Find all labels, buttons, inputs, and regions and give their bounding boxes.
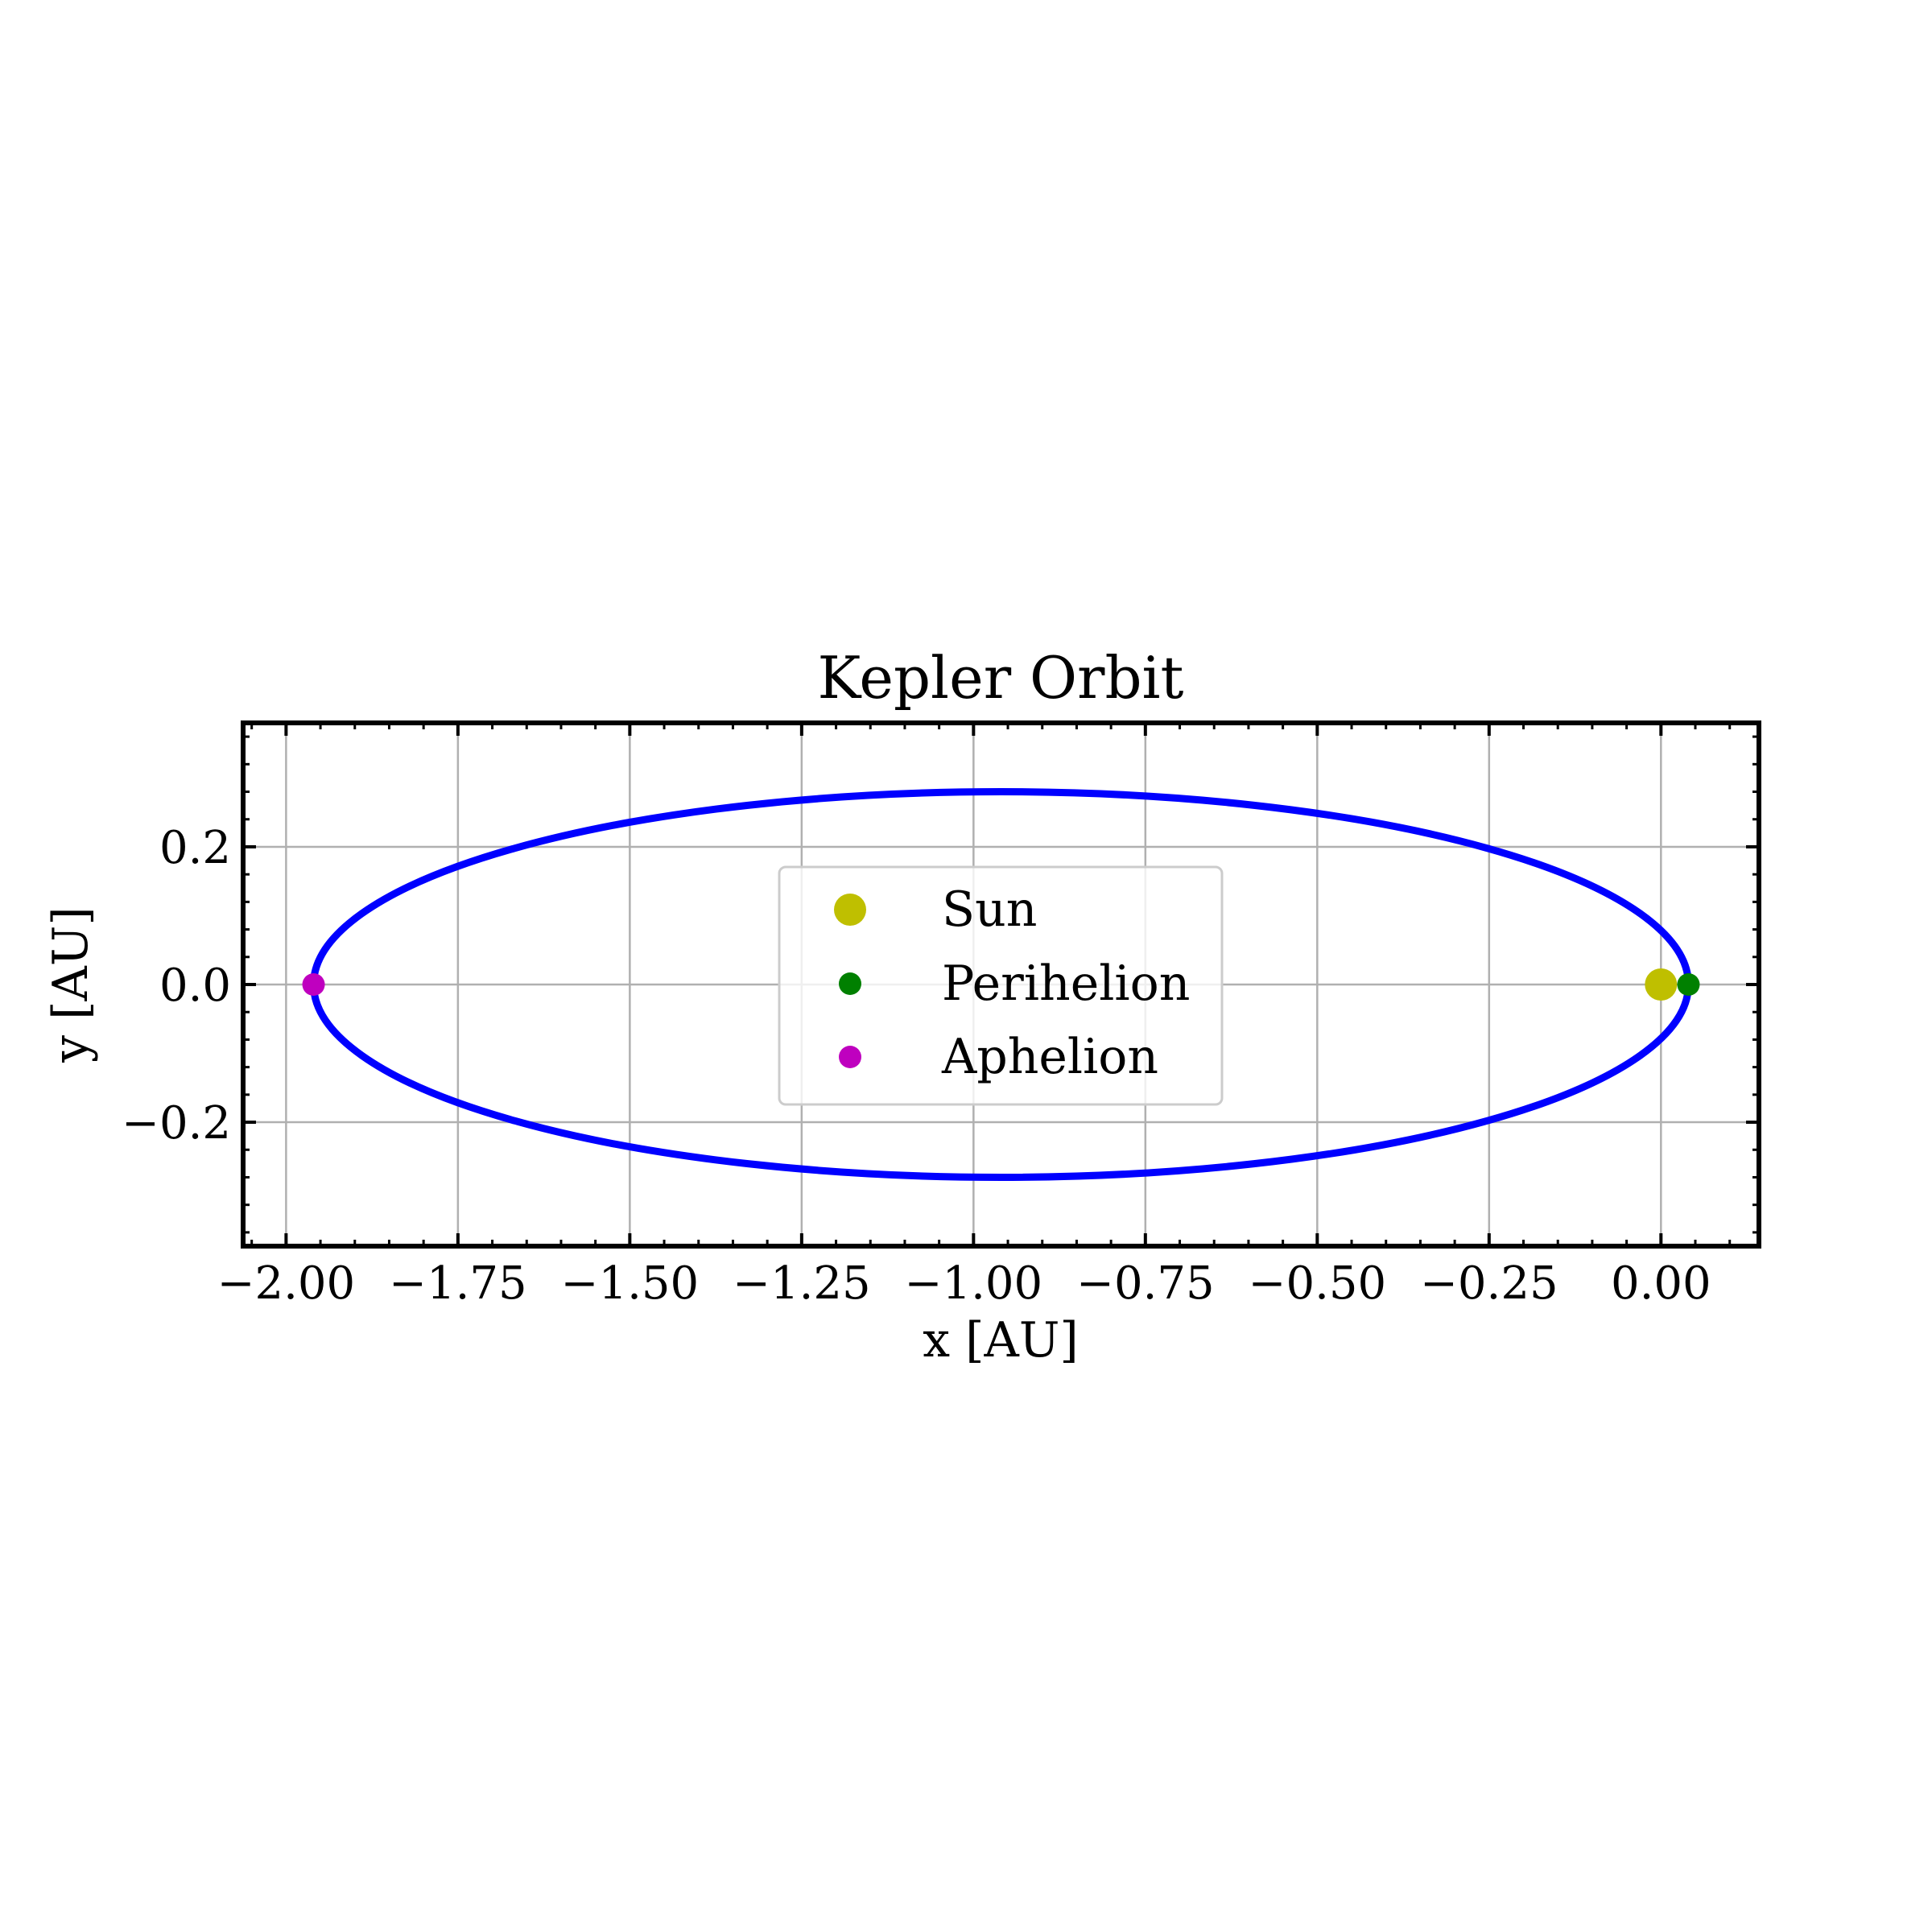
x-tick-label: −0.25 bbox=[1420, 1257, 1558, 1310]
legend-perihelion-marker bbox=[839, 972, 861, 995]
legend-aphelion-marker bbox=[839, 1046, 861, 1068]
x-axis-label: x [AU] bbox=[923, 1312, 1079, 1368]
x-tick-label: 0.00 bbox=[1611, 1257, 1711, 1310]
x-tick-label: −1.25 bbox=[733, 1257, 871, 1310]
x-tick-label: −0.75 bbox=[1076, 1257, 1215, 1310]
axes-frame bbox=[241, 720, 1761, 1249]
legend-sun-label: Sun bbox=[942, 881, 1037, 938]
chart-title: Kepler Orbit bbox=[818, 644, 1184, 712]
y-axis-label: y [AU] bbox=[43, 906, 99, 1063]
legend-sun-marker bbox=[834, 894, 866, 926]
plot-area bbox=[302, 788, 1700, 1181]
y-tick-label: −0.2 bbox=[122, 1097, 231, 1150]
aphelion-marker bbox=[302, 973, 325, 996]
perihelion-marker bbox=[1677, 973, 1700, 996]
y-tick-label: 0.2 bbox=[159, 822, 231, 874]
legend-perihelion-label: Perihelion bbox=[942, 956, 1190, 1012]
x-tick-label: −2.00 bbox=[217, 1257, 356, 1310]
x-tick-label: −1.00 bbox=[905, 1257, 1043, 1310]
legend-aphelion-label: Aphelion bbox=[941, 1029, 1158, 1085]
y-tick-label: 0.0 bbox=[159, 960, 231, 1012]
sun-marker bbox=[1645, 968, 1678, 1001]
axis-ticks: −2.00 −1.75 −1.50 −1.25 −1.00 −0.75 −0.50 −0.25… bbox=[122, 723, 1759, 1310]
x-tick-label: −0.50 bbox=[1249, 1257, 1387, 1310]
legend: Sun Perihelion Aphelion bbox=[778, 865, 1224, 1106]
legend-box bbox=[778, 865, 1224, 1106]
x-tick-label: −1.75 bbox=[389, 1257, 527, 1310]
x-tick-label: −1.50 bbox=[561, 1257, 700, 1310]
